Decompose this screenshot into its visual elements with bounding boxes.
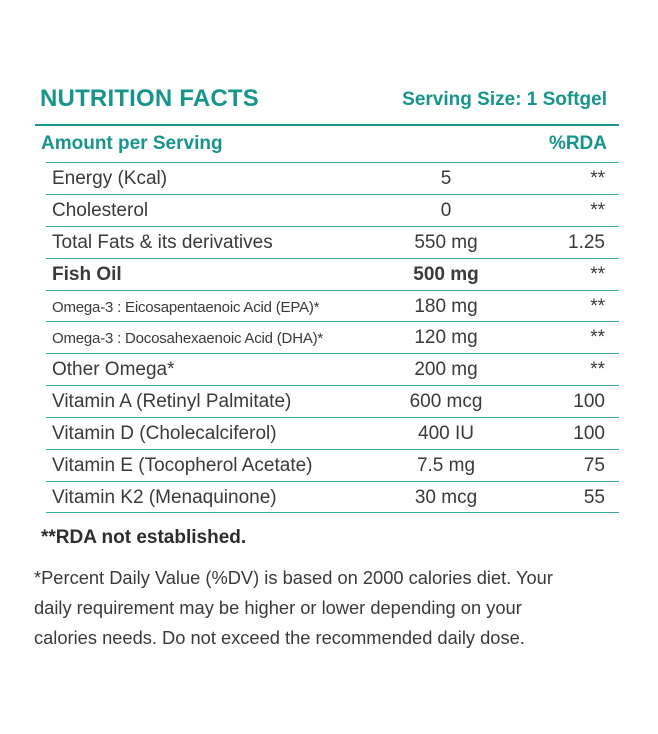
nutrient-rda: 100 <box>573 423 605 445</box>
nutrition-table: Energy (Kcal) 5 ** Cholesterol 0 ** Tota… <box>46 162 619 513</box>
nutrient-name: Omega-3 : Docosahexaenoic Acid (DHA)* <box>52 330 324 348</box>
serving-size: Serving Size: 1 Softgel <box>402 89 607 110</box>
disclaimer-line: daily requirement may be higher or lower… <box>34 597 522 618</box>
nutrient-name: Other Omega* <box>52 359 175 381</box>
disclaimer-line: *Percent Daily Value (%DV) is based on 2… <box>34 567 553 588</box>
nutrition-facts-title: NUTRITION FACTS <box>40 85 259 112</box>
nutrient-name: Total Fats & its derivatives <box>52 231 273 253</box>
nutrient-name: Omega-3 : Eicosapentaenoic Acid (EPA)* <box>52 298 320 316</box>
nutrient-rda: ** <box>590 263 605 285</box>
nutrient-rda: 1.25 <box>568 231 605 253</box>
nutrient-name: Cholesterol <box>52 199 149 221</box>
nutrient-name: Vitamin K2 (Menaquinone) <box>52 486 277 508</box>
table-row: Omega-3 : Eicosapentaenoic Acid (EPA)* 1… <box>46 289 619 322</box>
nutrient-rda: ** <box>590 199 605 221</box>
header-divider <box>35 124 619 126</box>
table-row: Omega-3 : Docosahexaenoic Acid (DHA)* 12… <box>46 321 619 353</box>
nutrient-rda: 75 <box>583 455 605 477</box>
nutrient-name: Vitamin E (Tocopherol Acetate) <box>52 455 313 477</box>
nutrient-rda: ** <box>590 327 605 349</box>
amount-per-serving-header: Amount per Serving <box>41 133 223 154</box>
nutrient-rda: ** <box>590 359 605 381</box>
nutrient-rda: ** <box>590 295 605 317</box>
nutrient-name: Vitamin A (Retinyl Palmitate) <box>52 391 292 413</box>
table-row: Total Fats & its derivatives 550 mg 1.25 <box>46 225 619 258</box>
table-row: Vitamin A (Retinyl Palmitate) 600 mcg 10… <box>46 385 619 417</box>
table-row: Energy (Kcal) 5 ** <box>46 162 619 194</box>
table-row: Vitamin D (Cholecalciferol) 400 IU 100 <box>46 417 619 449</box>
table-row: Fish Oil 500 mg ** <box>46 257 619 290</box>
table-row: Vitamin K2 (Menaquinone) 30 mcg 55 <box>46 480 619 513</box>
nutrient-name: Vitamin D (Cholecalciferol) <box>52 423 277 445</box>
rda-footnote: **RDA not established. <box>41 527 247 548</box>
table-row: Other Omega* 200 mg ** <box>46 353 619 385</box>
table-row: Vitamin E (Tocopherol Acetate) 7.5 mg 75 <box>46 449 619 481</box>
daily-value-disclaimer: *Percent Daily Value (%DV) is based on 2… <box>34 563 634 653</box>
rda-column-header: %RDA <box>548 133 607 154</box>
table-row: Cholesterol 0 ** <box>46 193 619 226</box>
nutrient-name: Fish Oil <box>52 263 122 285</box>
nutrient-rda: ** <box>590 168 605 189</box>
nutrient-name: Energy (Kcal) <box>52 168 168 189</box>
disclaimer-line: calories needs. Do not exceed the recomm… <box>34 627 525 648</box>
nutrient-rda: 55 <box>583 486 605 508</box>
nutrient-rda: 100 <box>573 391 605 413</box>
